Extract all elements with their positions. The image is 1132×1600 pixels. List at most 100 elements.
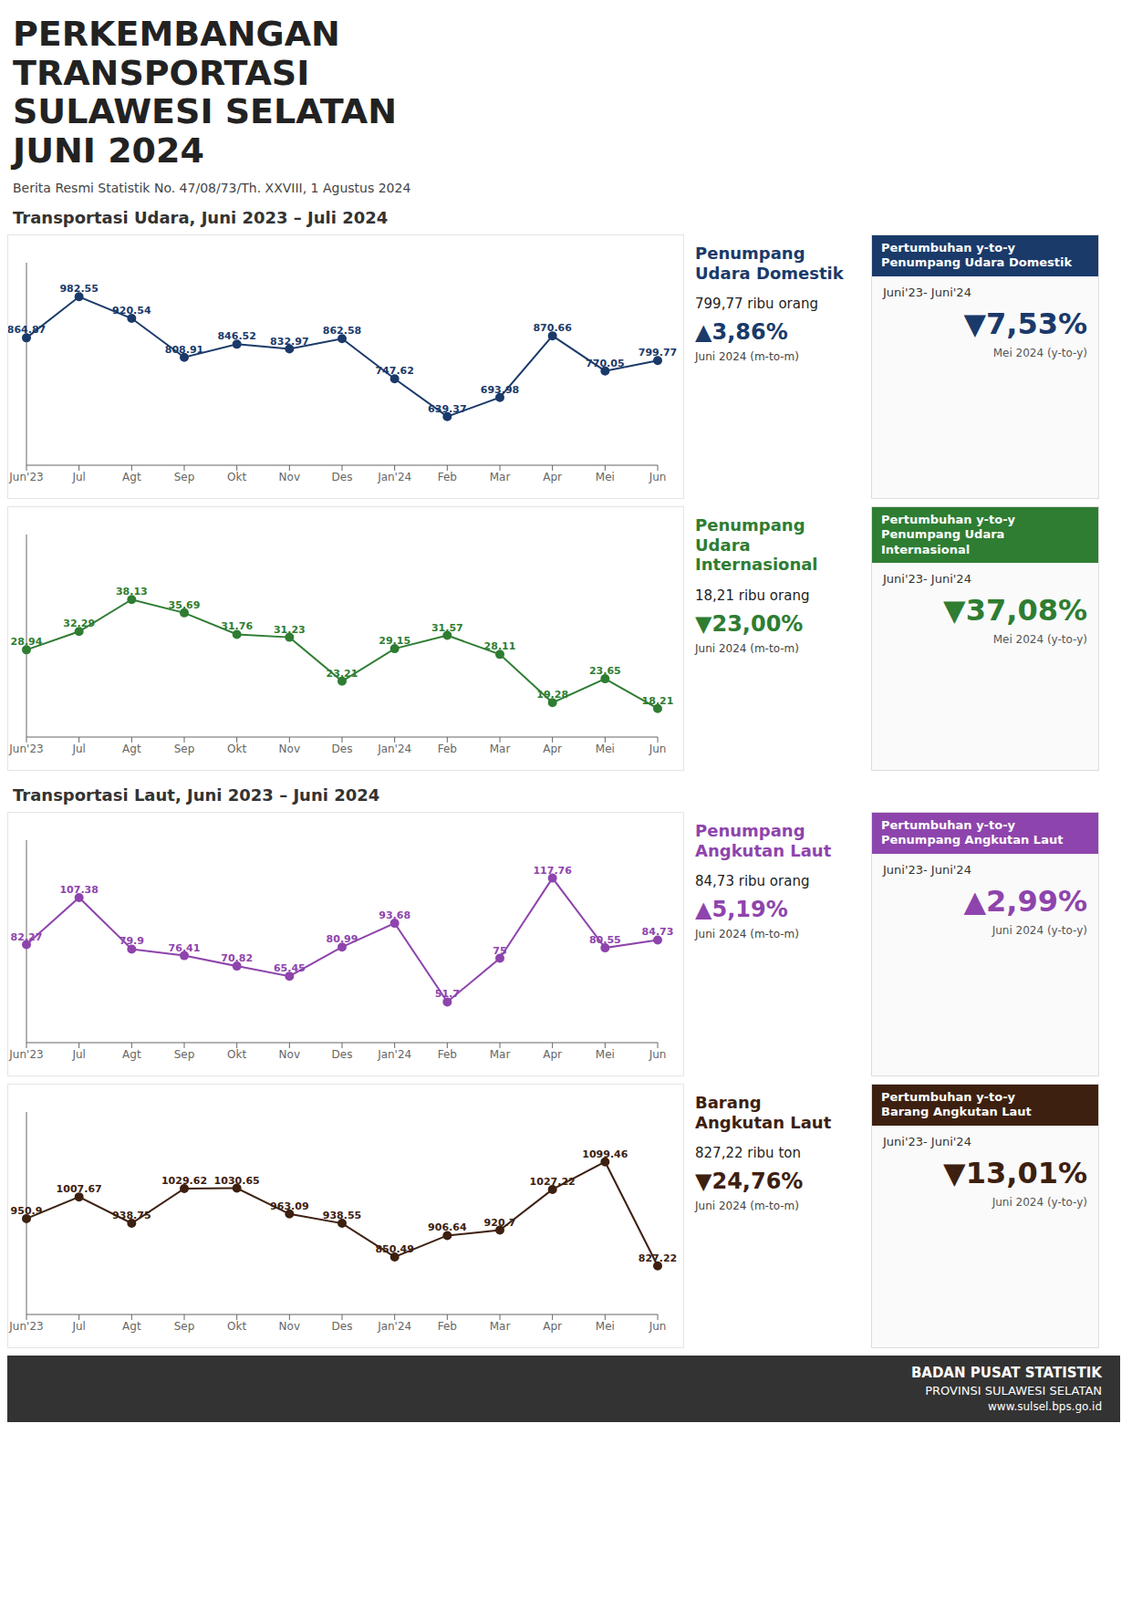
svg-text:80.99: 80.99: [326, 933, 359, 946]
svg-text:1099.46: 1099.46: [581, 1148, 628, 1161]
svg-text:747.62: 747.62: [374, 364, 414, 377]
svg-text:Nov: Nov: [279, 1319, 301, 1333]
svg-text:Agt: Agt: [122, 1319, 142, 1333]
svg-text:117.76: 117.76: [532, 864, 572, 877]
svg-text:982.55: 982.55: [59, 282, 98, 295]
svg-text:Feb: Feb: [437, 1319, 457, 1333]
svg-text:Okt: Okt: [227, 470, 247, 484]
svg-text:Mei: Mei: [595, 742, 615, 756]
svg-text:906.64: 906.64: [427, 1222, 468, 1235]
svg-text:920.54: 920.54: [112, 304, 152, 317]
svg-text:28.94: 28.94: [10, 636, 43, 649]
svg-text:Jun: Jun: [648, 470, 667, 484]
svg-text:Agt: Agt: [122, 742, 142, 756]
svg-text:Jul: Jul: [71, 1319, 85, 1333]
svg-text:Apr: Apr: [542, 1319, 562, 1333]
svg-text:84.73: 84.73: [642, 926, 675, 939]
svg-text:950.9: 950.9: [10, 1204, 43, 1217]
svg-text:Mei: Mei: [595, 470, 615, 484]
svg-text:827.22: 827.22: [638, 1252, 677, 1265]
svg-text:80.55: 80.55: [589, 934, 622, 946]
svg-text:Des: Des: [332, 1319, 354, 1333]
svg-text:963.09: 963.09: [270, 1200, 309, 1213]
svg-text:Apr: Apr: [542, 1048, 562, 1061]
svg-text:Nov: Nov: [279, 470, 301, 484]
svg-text:770.05: 770.05: [585, 357, 624, 370]
svg-text:864.87: 864.87: [8, 324, 46, 337]
svg-text:Jan'24: Jan'24: [376, 1048, 412, 1061]
svg-text:Mei: Mei: [595, 1048, 615, 1061]
svg-text:Sep: Sep: [174, 1048, 196, 1061]
svg-text:Jan'24: Jan'24: [376, 742, 412, 756]
svg-text:920.7: 920.7: [484, 1216, 517, 1229]
svg-text:Nov: Nov: [279, 742, 301, 756]
svg-text:Jun: Jun: [648, 742, 667, 756]
svg-text:31.23: 31.23: [273, 623, 306, 636]
svg-text:Nov: Nov: [279, 1048, 301, 1061]
svg-text:Sep: Sep: [174, 470, 196, 484]
svg-text:70.82: 70.82: [220, 952, 253, 965]
svg-text:Jan'24: Jan'24: [376, 470, 412, 484]
svg-text:1029.62: 1029.62: [161, 1174, 208, 1187]
svg-text:38.13: 38.13: [115, 585, 148, 598]
svg-text:Apr: Apr: [542, 742, 562, 756]
svg-text:79.9: 79.9: [119, 935, 145, 948]
svg-text:639.37: 639.37: [427, 403, 467, 416]
svg-text:Agt: Agt: [122, 470, 142, 484]
svg-text:19.28: 19.28: [536, 689, 569, 702]
svg-text:Jun: Jun: [648, 1319, 667, 1333]
svg-text:Jan'24: Jan'24: [376, 1319, 412, 1333]
svg-text:Jul: Jul: [71, 470, 85, 484]
svg-text:938.55: 938.55: [322, 1209, 362, 1222]
svg-text:Sep: Sep: [174, 742, 196, 756]
svg-text:18.21: 18.21: [642, 695, 675, 707]
svg-text:32.29: 32.29: [62, 617, 95, 630]
svg-text:Mar: Mar: [489, 742, 511, 756]
svg-text:Mar: Mar: [489, 470, 511, 484]
svg-text:Agt: Agt: [122, 1048, 142, 1061]
svg-text:870.66: 870.66: [532, 321, 572, 334]
svg-text:Sep: Sep: [174, 1319, 196, 1333]
svg-text:65.45: 65.45: [273, 962, 306, 975]
svg-text:Feb: Feb: [437, 1048, 457, 1061]
svg-text:938.75: 938.75: [112, 1209, 151, 1222]
svg-text:1007.67: 1007.67: [56, 1183, 103, 1195]
svg-text:35.69: 35.69: [168, 599, 201, 612]
svg-text:Okt: Okt: [227, 1319, 247, 1333]
svg-text:Des: Des: [332, 470, 354, 484]
svg-text:93.68: 93.68: [378, 909, 411, 922]
svg-text:Jun'23: Jun'23: [8, 1048, 43, 1061]
svg-text:Jun'23: Jun'23: [8, 1319, 43, 1333]
svg-text:799.77: 799.77: [638, 346, 677, 359]
svg-text:Mei: Mei: [595, 1319, 615, 1333]
svg-text:Feb: Feb: [437, 470, 457, 484]
svg-text:107.38: 107.38: [59, 883, 98, 896]
svg-text:Apr: Apr: [542, 470, 562, 484]
svg-text:Feb: Feb: [437, 742, 457, 756]
svg-text:75: 75: [492, 945, 507, 957]
svg-text:Jun: Jun: [648, 1048, 667, 1061]
svg-text:Mar: Mar: [489, 1319, 511, 1333]
svg-text:Jul: Jul: [71, 1048, 85, 1061]
svg-text:Okt: Okt: [227, 742, 247, 756]
svg-text:1030.65: 1030.65: [214, 1174, 260, 1187]
svg-text:846.52: 846.52: [217, 331, 256, 343]
svg-text:Jun'23: Jun'23: [8, 742, 43, 756]
svg-text:1027.22: 1027.22: [529, 1175, 576, 1188]
svg-text:31.57: 31.57: [431, 622, 464, 634]
svg-text:82.27: 82.27: [10, 931, 43, 944]
svg-text:23.21: 23.21: [326, 667, 359, 680]
svg-text:808.91: 808.91: [165, 343, 204, 356]
svg-text:31.76: 31.76: [220, 621, 253, 634]
svg-text:Okt: Okt: [227, 1048, 247, 1061]
svg-text:Des: Des: [332, 1048, 354, 1061]
svg-text:76.41: 76.41: [168, 942, 201, 955]
svg-text:862.58: 862.58: [322, 324, 362, 337]
svg-text:Jun'23: Jun'23: [8, 470, 43, 484]
svg-text:Jul: Jul: [71, 742, 85, 756]
svg-text:Des: Des: [332, 742, 354, 756]
svg-text:23.65: 23.65: [589, 664, 622, 677]
svg-text:51.7: 51.7: [435, 988, 460, 1001]
svg-text:850.49: 850.49: [374, 1243, 414, 1256]
svg-text:693.98: 693.98: [480, 384, 520, 396]
